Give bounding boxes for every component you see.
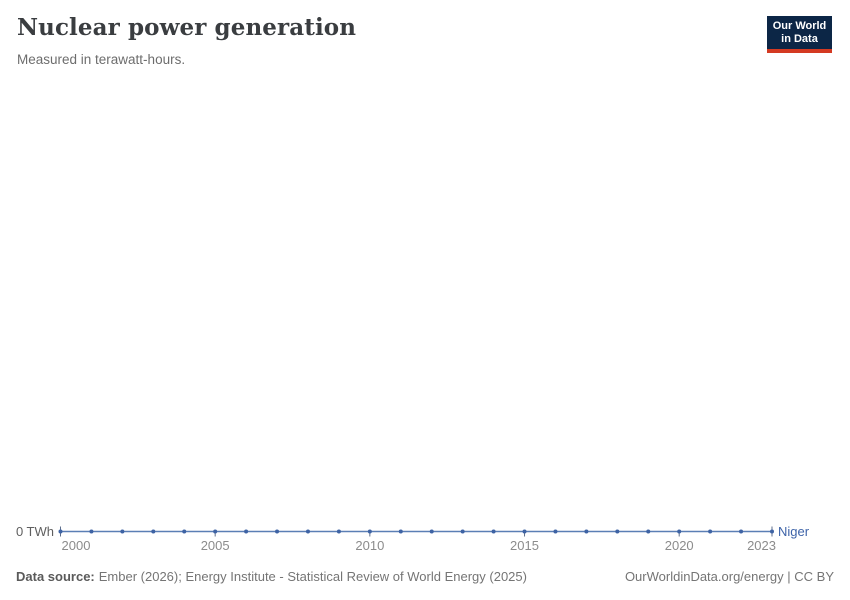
data-point xyxy=(615,529,620,534)
data-source: Data source: Ember (2026); Energy Institu… xyxy=(16,569,527,584)
data-point xyxy=(429,529,434,534)
series-label-niger[interactable]: Niger xyxy=(778,524,810,539)
data-point xyxy=(182,529,187,534)
data-point xyxy=(646,529,651,534)
data-point xyxy=(708,529,713,534)
data-point xyxy=(58,529,63,534)
data-point xyxy=(398,529,403,534)
data-point xyxy=(460,529,465,534)
data-point xyxy=(677,529,682,534)
data-point xyxy=(770,529,774,534)
data-point xyxy=(584,529,589,534)
data-point xyxy=(336,529,341,534)
data-point xyxy=(553,529,558,534)
data-point xyxy=(89,529,94,534)
x-axis-tick-label: 2000 xyxy=(62,538,91,553)
x-axis-tick-label: 2005 xyxy=(201,538,230,553)
data-point xyxy=(151,529,156,534)
data-point xyxy=(491,529,496,534)
data-source-label: Data source: xyxy=(16,569,95,584)
chart-footer: Data source: Ember (2026); Energy Institu… xyxy=(16,569,834,584)
x-axis-tick-label: 2023 xyxy=(747,538,776,553)
owid-logo[interactable]: Our World in Data xyxy=(767,16,832,53)
x-axis-tick-label: 2020 xyxy=(665,538,694,553)
data-point xyxy=(305,529,310,534)
x-axis-tick-label: 2015 xyxy=(510,538,539,553)
data-point xyxy=(275,529,280,534)
data-point xyxy=(367,529,372,534)
data-point xyxy=(522,529,527,534)
data-source-text: Ember (2026); Energy Institute - Statist… xyxy=(98,569,527,584)
owid-logo-line2: in Data xyxy=(781,32,818,45)
credit-link[interactable]: OurWorldinData.org/energy | CC BY xyxy=(624,569,834,584)
y-axis-tick-label: 0 TWh xyxy=(16,524,54,539)
data-point xyxy=(120,529,125,534)
data-point xyxy=(739,529,744,534)
data-point xyxy=(244,529,249,534)
x-axis-tick-label: 2010 xyxy=(355,538,384,553)
chart-title: Nuclear power generation xyxy=(17,14,357,41)
chart-subtitle: Measured in terawatt-hours. xyxy=(17,52,186,67)
data-point xyxy=(213,529,218,534)
owid-logo-line1: Our World xyxy=(772,20,827,32)
